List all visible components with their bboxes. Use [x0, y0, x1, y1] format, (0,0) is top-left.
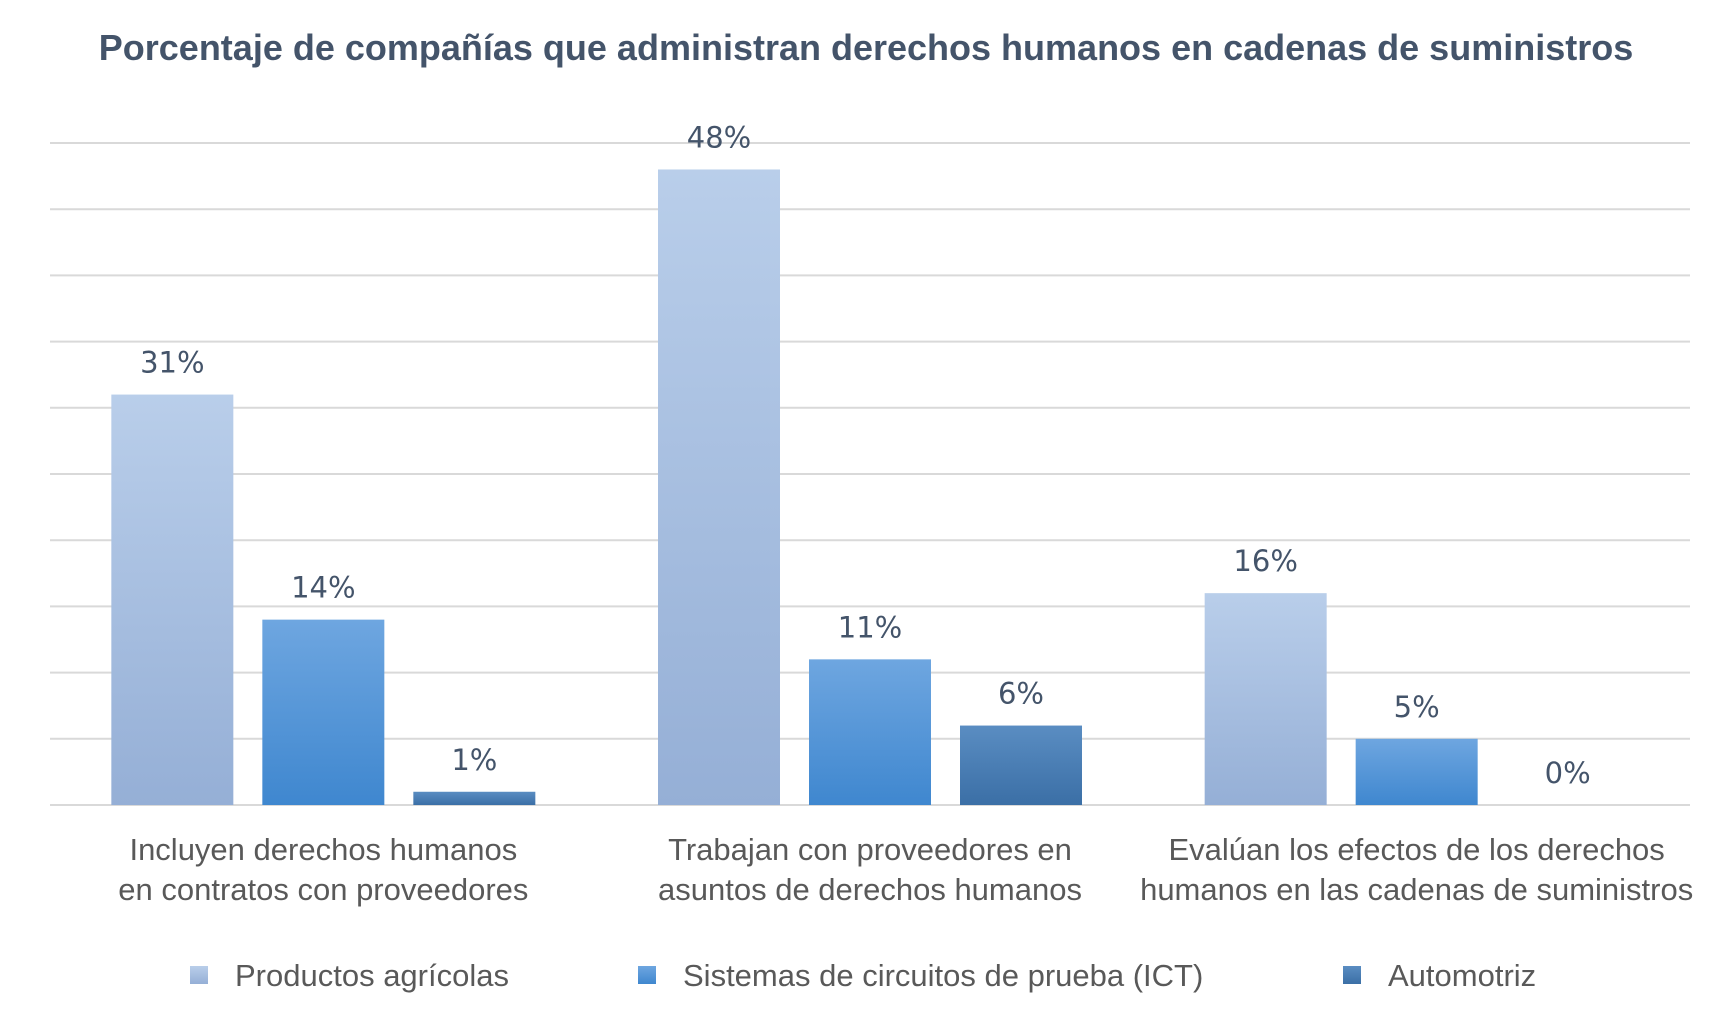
data-label: 6% [998, 677, 1044, 711]
bars [111, 169, 1478, 806]
data-label: 16% [1233, 544, 1297, 578]
data-label: 14% [291, 571, 355, 605]
data-label: 5% [1394, 690, 1440, 724]
bar [658, 169, 780, 806]
legend: Productos agrícolas Sistemas de circuitos… [190, 958, 1536, 993]
data-labels: 31% 14% 1% 48% 11% 6% 16% 5% 0% [140, 120, 1591, 790]
category-label: Incluyen derechos humanos [129, 832, 517, 867]
bar [809, 659, 931, 805]
legend-label: Productos agrícolas [235, 958, 509, 993]
category-label: Trabajan con proveedores en [668, 832, 1072, 867]
chart-title: Porcentaje de compañías que administran … [99, 27, 1633, 68]
category-label: en contratos con proveedores [118, 872, 528, 907]
legend-swatch [1343, 966, 1361, 984]
data-label: 0% [1545, 756, 1591, 790]
bar [111, 394, 234, 805]
bar [1355, 738, 1478, 805]
bar [262, 619, 385, 805]
bar [413, 791, 536, 805]
legend-label: Sistemas de circuitos de prueba (ICT) [683, 958, 1203, 993]
legend-swatch [638, 966, 656, 984]
data-label: 11% [838, 610, 902, 644]
bar [1204, 593, 1327, 805]
legend-label: Automotriz [1388, 958, 1536, 993]
category-labels: Incluyen derechos humanos en contratos co… [118, 832, 1693, 907]
legend-swatch [190, 966, 208, 984]
category-label: asuntos de derechos humanos [658, 872, 1082, 907]
data-label: 31% [140, 346, 204, 380]
category-label: humanos en las cadenas de suministros [1140, 872, 1693, 907]
data-label: 1% [451, 743, 497, 777]
data-label: 48% [687, 120, 751, 154]
bar [960, 725, 1082, 805]
category-label: Evalúan los efectos de los derechos [1169, 832, 1665, 867]
